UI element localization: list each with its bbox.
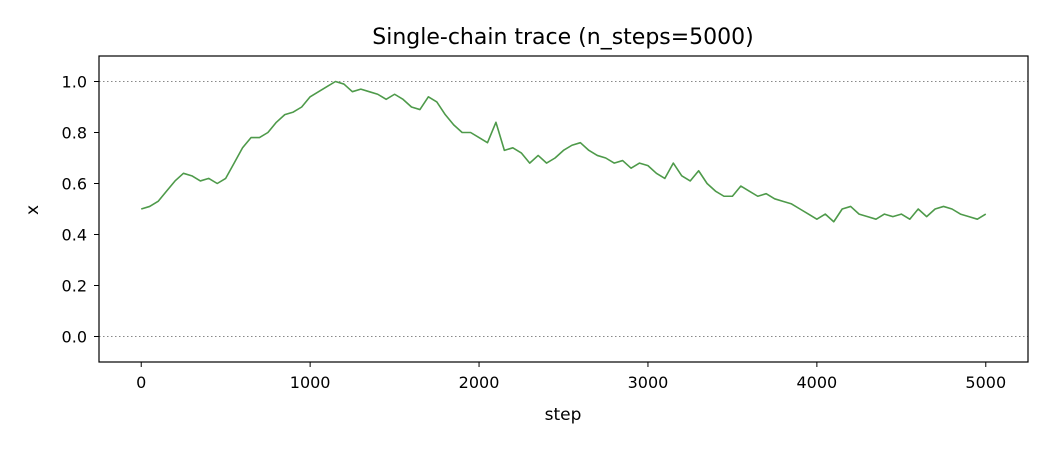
plot-area: 0 1000 2000 3000 4000 5000 0.0 0.2 0.4 0.6 0.8 1.0 xyxy=(62,55,1029,392)
x-tick-label: 5000 xyxy=(965,373,1006,392)
y-tick-label: 0.2 xyxy=(62,277,87,296)
x-tick-label: 0 xyxy=(136,373,146,392)
y-tick-label: 0.0 xyxy=(62,328,87,347)
plot-frame xyxy=(98,55,1029,363)
y-tick-label: 0.8 xyxy=(62,124,87,143)
y-tick-label: 1.0 xyxy=(62,73,87,92)
y-axis-label: x xyxy=(23,205,43,215)
chart-title: Single-chain trace (n_steps=5000) xyxy=(372,25,754,50)
x-tick-label: 3000 xyxy=(628,373,669,392)
x-tick-label: 2000 xyxy=(459,373,500,392)
x-tick-label: 4000 xyxy=(797,373,838,392)
x-axis-label: step xyxy=(545,405,582,425)
y-tick-label: 0.4 xyxy=(62,226,87,245)
x-tick-label: 1000 xyxy=(290,373,331,392)
y-tick-label: 0.6 xyxy=(62,175,87,194)
trace-line xyxy=(140,80,987,223)
